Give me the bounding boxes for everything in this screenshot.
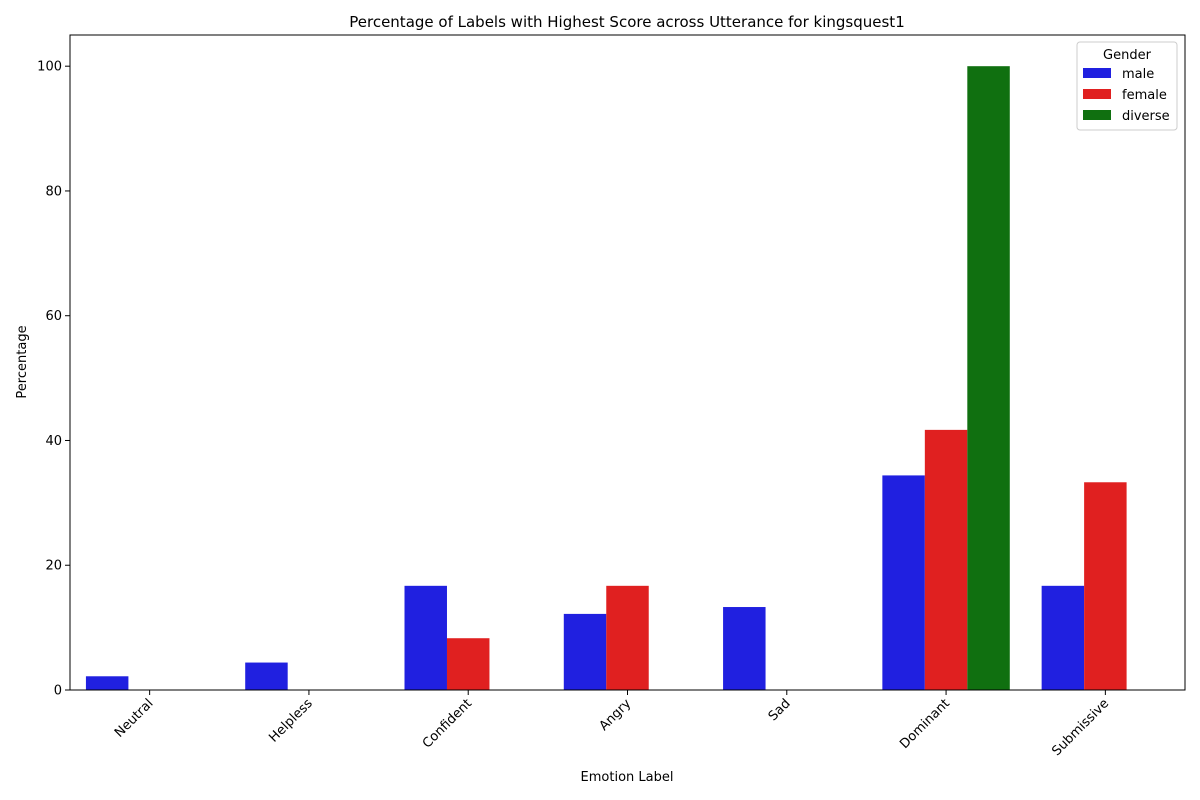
bar-male-confident (404, 585, 447, 690)
bar-female-angry (606, 585, 649, 690)
legend-swatch-diverse (1083, 110, 1111, 120)
legend-items: male female diverse (1083, 67, 1170, 124)
chart-title: Percentage of Labels with Highest Score … (349, 13, 904, 31)
legend-label-male: male (1122, 67, 1154, 82)
x-tick-label: Helpless (266, 696, 316, 746)
x-tick-label: Sad (766, 696, 794, 724)
bar-male-dominant (882, 475, 925, 690)
y-axis: 0 20 40 60 80 100 (37, 60, 70, 699)
legend-label-diverse: diverse (1122, 109, 1170, 124)
legend-swatch-female (1083, 89, 1111, 99)
bars-layer (85, 66, 1127, 690)
bar-female-confident (446, 638, 490, 690)
legend-swatch-male (1083, 68, 1111, 78)
x-tick-label: Angry (597, 696, 635, 734)
y-tick-label: 40 (45, 434, 62, 449)
y-tick-label: 20 (45, 559, 62, 574)
bar-male-angry (563, 613, 607, 690)
legend-label-female: female (1122, 88, 1167, 103)
legend-title: Gender (1103, 48, 1152, 63)
bar-diverse-dominant (967, 66, 1010, 690)
legend: Gender male female diverse (1076, 41, 1178, 131)
x-tick-label: Confident (420, 696, 475, 751)
x-axis: Neutral Helpless Confident Angry Sad Dominant… (112, 690, 1112, 759)
y-tick-label: 100 (37, 60, 62, 75)
y-tick-label: 80 (45, 184, 62, 199)
y-tick-label: 60 (45, 309, 62, 324)
bar-female-dominant (924, 429, 968, 690)
bar-male-submissive (1041, 585, 1085, 690)
y-tick-label: 0 (54, 684, 62, 699)
bar-male-neutral (85, 676, 129, 690)
bar-male-helpless (245, 662, 288, 690)
y-axis-label: Percentage (15, 325, 30, 398)
x-axis-label: Emotion Label (581, 770, 674, 785)
bar-male-sad (723, 607, 766, 690)
legend-frame (1076, 41, 1178, 131)
x-tick-label: Submissive (1049, 696, 1112, 759)
x-tick-label: Dominant (897, 696, 953, 752)
bar-female-submissive (1084, 482, 1127, 690)
x-tick-label: Neutral (112, 696, 157, 741)
